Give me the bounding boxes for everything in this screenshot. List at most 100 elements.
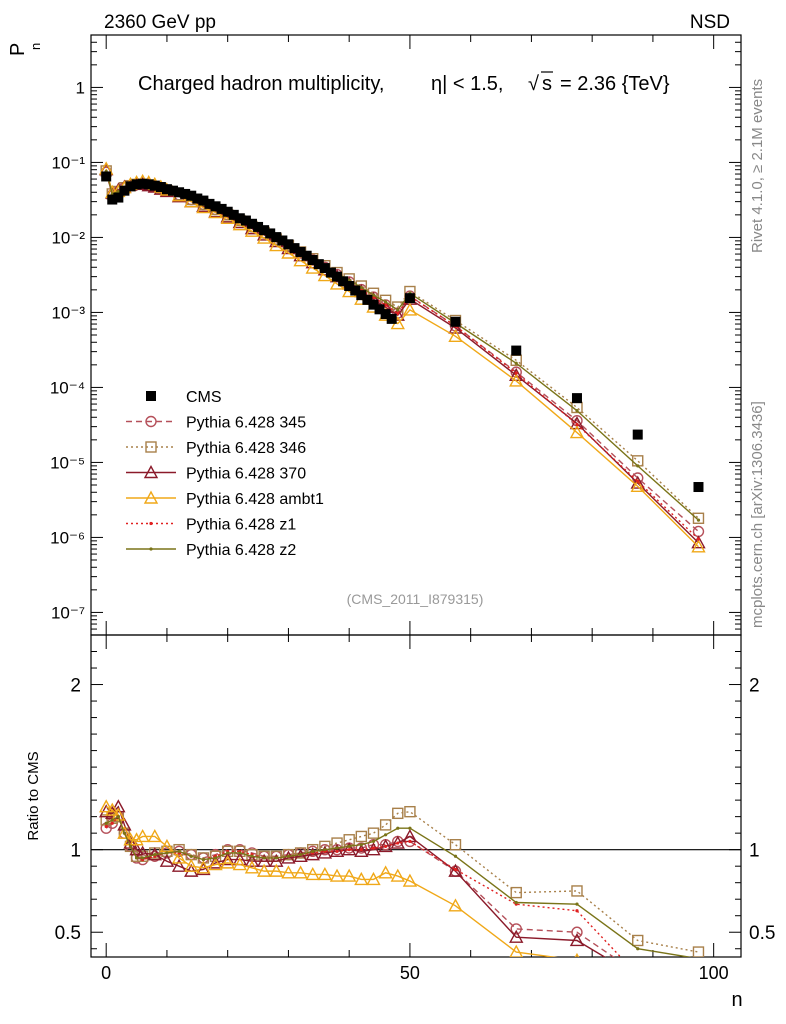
ratio-line-z2 [105, 815, 693, 957]
ratio-point-ambt1 [220, 855, 235, 869]
ratio-point-p345 [571, 926, 583, 938]
ratio-point-ambt1 [111, 807, 126, 821]
legend-entry-p345: Pythia 6.428 345 [126, 415, 306, 432]
legend-entry-z1: Pythia 6.428 z1 [126, 517, 296, 534]
legend-marker [149, 521, 153, 526]
main-point-CMS [253, 221, 264, 232]
ratio-point-p370 [632, 971, 644, 982]
process-label: NSD [690, 12, 730, 33]
main-point-CMS [107, 194, 118, 205]
ratio-point-z2 [335, 846, 339, 850]
ratio-point-p346 [632, 934, 644, 947]
ratio-point-z2 [396, 826, 400, 830]
ratio-point-z2 [122, 831, 127, 835]
main-point-p370 [569, 416, 585, 430]
main-point-CMS [295, 246, 306, 257]
mcplots-credit-label: mcplots.cern.ch [arXiv:1306.3436] [749, 401, 766, 628]
legend-marker [146, 391, 156, 401]
main-point-z2 [359, 285, 363, 290]
main-point-z2 [116, 189, 120, 194]
ratio-point-z2 [636, 947, 640, 951]
x-axis-label: n [731, 989, 742, 1011]
ratio-point-z2 [286, 854, 291, 858]
main-point-CMS [240, 215, 251, 226]
main-point-z2 [696, 518, 701, 522]
ratio-point-ambt1 [244, 860, 260, 874]
ratio-point-z1 [453, 867, 458, 872]
ratio-point-z2 [408, 826, 412, 830]
ratio-y-tick-label: 0.5 [55, 923, 81, 944]
legend-entry-p370: Pythia 6.428 370 [126, 465, 306, 483]
main-point-CMS [101, 171, 112, 182]
main-y-tick-label: 1 [76, 78, 85, 97]
ratio-point-p370 [354, 843, 369, 858]
main-point-ambt1 [402, 302, 418, 316]
main-point-z2 [636, 464, 640, 468]
ratio-line-ambt1 [105, 806, 558, 957]
main-point-ambt1 [509, 373, 524, 387]
ratio-point-z2 [453, 854, 458, 858]
ratio-x-axis: 0 50 100 [101, 635, 729, 983]
legend-marker [145, 441, 157, 453]
ratio-point-z2 [575, 902, 579, 906]
ratio-series-p370 [99, 799, 644, 982]
main-point-CMS [125, 181, 136, 192]
main-point-CMS [289, 243, 300, 254]
ratio-point-z2 [347, 844, 351, 848]
main-point-p346 [692, 512, 705, 524]
main-point-CMS [271, 232, 282, 243]
ratio-point-p370 [220, 852, 235, 866]
chart-title: Charged hadron multiplicity, η| < 1.5, √… [138, 71, 670, 95]
main-point-CMS [319, 263, 330, 274]
main-point-ambt1 [569, 425, 585, 439]
ratio-point-z2 [250, 854, 254, 858]
chart-title-prefix: Charged hadron multiplicity, [138, 73, 384, 95]
ratio-point-z2 [153, 853, 157, 857]
main-point-CMS [168, 185, 179, 196]
ratio-point-ambt1 [281, 865, 296, 879]
main-point-CMS [386, 313, 397, 324]
ratio-x-tick-label: 100 [699, 963, 729, 983]
main-point-z1 [575, 422, 579, 427]
ratio-point-ambt1 [632, 976, 644, 987]
main-series-CMS [101, 171, 704, 493]
ratio-point-p370 [159, 853, 175, 867]
main-point-CMS [307, 255, 318, 265]
legend-marker [143, 490, 159, 504]
legend-marker [145, 415, 157, 428]
ratio-point-ambt1 [232, 857, 248, 871]
ratio-point-ambt1 [171, 850, 187, 864]
ratio-point-ambt1 [196, 860, 211, 874]
main-point-z2 [347, 278, 351, 282]
ratio-y-label: Ratio to CMS [25, 751, 42, 840]
ratio-line-p346 [106, 810, 699, 953]
main-point-CMS [350, 285, 361, 296]
ratio-point-ambt1 [208, 857, 223, 871]
ratio-x-tick-label: 0 [101, 963, 111, 983]
main-point-z1 [396, 311, 400, 316]
main-point-CMS [204, 198, 215, 209]
ratio-point-ambt1 [402, 873, 418, 887]
ratio-point-ambt1 [317, 866, 333, 881]
ratio-point-p346 [404, 805, 416, 818]
ratio-point-z2 [274, 856, 278, 860]
ratio-point-p370 [111, 799, 126, 813]
main-point-CMS [137, 178, 148, 189]
ratio-point-p370 [366, 842, 381, 856]
ratio-point-z2 [359, 843, 363, 847]
main-point-CMS [246, 218, 257, 229]
main-point-CMS [632, 429, 643, 440]
main-y-label-sub: n [28, 43, 43, 50]
ratio-point-p370 [329, 843, 345, 858]
ratio-point-ambt1 [341, 868, 357, 882]
ratio-y-tick-label-right: 0.5 [749, 923, 775, 944]
ratio-point-ambt1 [105, 802, 120, 816]
ratio-y-axis: 0.5 0.5 1 1 2 2 [55, 651, 775, 950]
ratio-panel: 0.5 0.5 1 1 2 2 0 50 100 Ratio to CMS n [25, 634, 775, 1011]
main-point-z2 [514, 361, 518, 365]
ratio-point-p370 [305, 847, 320, 861]
ratio-point-p370 [509, 929, 524, 943]
ratio-point-p346 [379, 819, 392, 831]
main-point-CMS [234, 213, 245, 224]
ratio-point-z2 [110, 818, 114, 822]
